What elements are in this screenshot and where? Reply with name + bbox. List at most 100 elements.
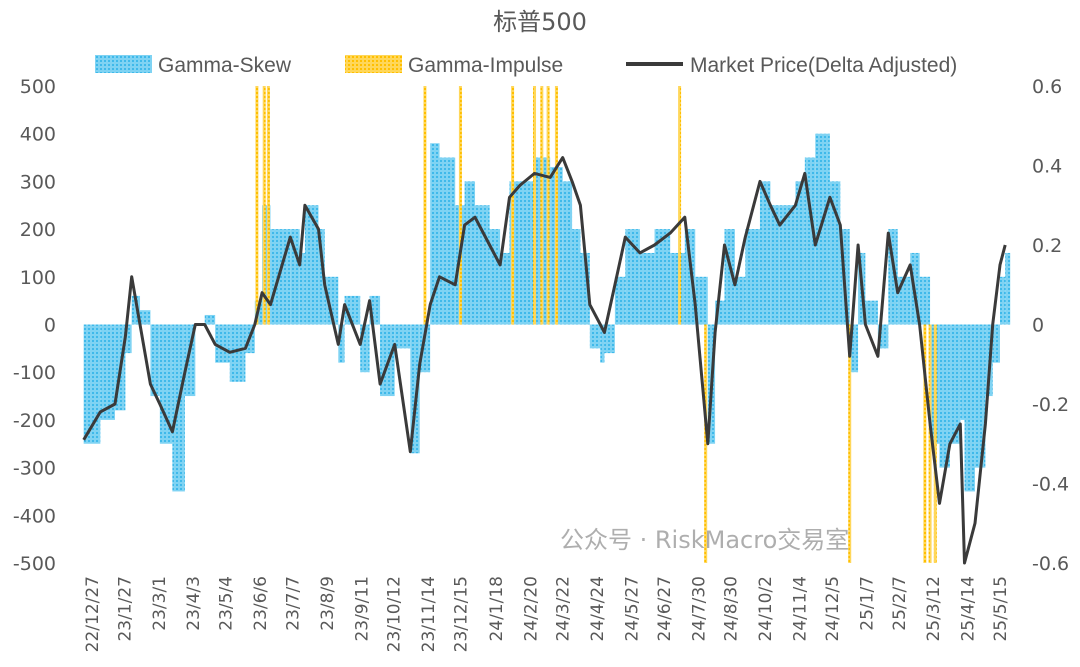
gamma-impulse-bar — [704, 324, 708, 563]
gamma-impulse-bar — [423, 86, 427, 325]
gamma-skew-bar — [430, 143, 440, 325]
gamma-skew-bar — [734, 276, 746, 325]
x-tick-label: 24/10/2 — [756, 576, 776, 642]
left-tick-label: -500 — [13, 553, 56, 575]
gamma-skew-bar — [338, 324, 345, 363]
legend-swatch-gamma-skew — [95, 55, 152, 73]
gamma-skew-bar — [324, 276, 339, 325]
left-tick-label: -300 — [13, 458, 56, 480]
market-price-series — [82, 156, 1007, 565]
gamma-skew-bar — [464, 181, 476, 325]
x-tick-label: 23/8/9 — [318, 576, 338, 631]
x-tick-label: 23/12/15 — [451, 576, 471, 652]
right-tick-label: -0.4 — [1032, 474, 1069, 496]
gamma-impulse-bar — [928, 324, 932, 563]
gamma-impulse-bar — [255, 86, 259, 325]
x-tick-label: 24/7/30 — [689, 576, 709, 642]
gamma-skew-bar — [125, 324, 132, 354]
left-tick-label: 400 — [20, 124, 56, 146]
gamma-skew-bar — [804, 157, 816, 325]
gamma-impulse-bar — [546, 86, 550, 325]
right-tick-label: 0.2 — [1032, 235, 1062, 257]
gamma-skew-bar — [815, 133, 830, 325]
gamma-skew-bar — [150, 324, 160, 397]
gamma-skew-bar — [654, 229, 671, 325]
gamma-skew-bar — [394, 324, 411, 349]
gamma-skew-bar — [829, 181, 841, 325]
gamma-skew-bar — [500, 252, 510, 325]
legend-gamma-skew[interactable]: Gamma-Skew — [95, 54, 292, 77]
gamma-skew-bar — [604, 324, 615, 354]
right-tick-label: -0.6 — [1032, 553, 1069, 575]
gamma-skew-bar — [779, 205, 796, 325]
x-tick-label: 22/12/27 — [83, 576, 103, 652]
left-tick-label: 0 — [44, 315, 56, 337]
gamma-impulse-bar — [678, 86, 682, 325]
gamma-skew-bar — [724, 229, 735, 325]
x-tick-label: 23/11/14 — [419, 576, 439, 652]
legend: Gamma-Skew Gamma-Impulse Market Price(De… — [95, 54, 957, 77]
gamma-skew-bar — [745, 229, 760, 325]
gamma-impulse-bar — [511, 86, 515, 325]
x-tick-label: 24/8/30 — [722, 576, 742, 642]
gamma-impulse-bar — [266, 86, 270, 325]
gamma-skew-bar — [849, 324, 859, 373]
gamma-skew-bar — [299, 252, 305, 325]
x-axis-ticks: 22/12/27 23/1/27 23/3/1 23/4/3 23/5/4 23/6/6 2… — [83, 576, 1011, 652]
gamma-skew-bar — [939, 324, 950, 468]
right-tick-label: 0 — [1032, 315, 1044, 337]
gamma-skew-bar — [304, 205, 319, 325]
x-tick-label: 24/5/27 — [623, 576, 643, 642]
gamma-skew-bar — [919, 276, 931, 325]
gamma-skew-bar — [1005, 252, 1011, 325]
gamma-skew-bar — [562, 181, 573, 325]
x-tick-label: 25/1/7 — [857, 576, 877, 631]
gamma-skew-bar — [290, 229, 300, 325]
right-tick-label: -0.2 — [1032, 394, 1069, 416]
x-tick-label: 25/2/7 — [890, 576, 910, 631]
gamma-skew-bar — [131, 295, 141, 325]
x-tick-label: 23/10/12 — [385, 576, 405, 652]
x-tick-label: 24/12/5 — [823, 576, 843, 642]
legend-gamma-impulse[interactable]: Gamma-Impulse — [345, 54, 563, 77]
watermark: 公众号 · RiskMacro交易室 — [560, 526, 849, 554]
gamma-skew-bar — [229, 324, 246, 382]
gamma-skew-bar — [865, 300, 878, 325]
x-tick-label: 23/4/3 — [184, 576, 204, 631]
gamma-skew-bar — [509, 181, 520, 325]
gamma-skew-bar — [262, 205, 271, 325]
gamma-skew-bar — [614, 276, 626, 325]
x-tick-label: 24/4/24 — [588, 576, 608, 642]
legend-swatch-gamma-impulse — [345, 55, 402, 73]
left-tick-label: 500 — [20, 76, 56, 98]
gamma-skew-bar — [992, 324, 1000, 363]
right-axis-ticks: 0.6 0.4 0.2 0 -0.2 -0.4 -0.6 — [1032, 76, 1069, 575]
left-tick-label: 300 — [20, 171, 56, 193]
market-price-line — [82, 156, 1007, 565]
left-tick-label: -400 — [13, 505, 56, 527]
gamma-skew-bar — [625, 229, 640, 325]
x-tick-label: 23/5/4 — [217, 576, 237, 631]
gamma-skew-bar — [215, 324, 230, 363]
x-tick-label: 24/2/20 — [521, 576, 541, 642]
x-tick-label: 25/5/15 — [991, 576, 1011, 642]
x-tick-label: 24/6/27 — [655, 576, 675, 642]
gamma-skew-bar — [360, 324, 370, 373]
gamma-impulse-bar — [262, 86, 266, 325]
gamma-skew-bar — [419, 324, 431, 373]
right-tick-label: 0.6 — [1032, 76, 1062, 98]
x-tick-label: 24/11/4 — [791, 576, 811, 642]
gamma-skew-bar — [83, 324, 101, 444]
gamma-skew-bar — [439, 157, 456, 325]
gamma-skew-bar — [770, 205, 780, 325]
gamma-skew-bar — [670, 252, 685, 325]
gamma-skew-bar — [1000, 276, 1006, 325]
legend-label: Gamma-Impulse — [408, 54, 563, 77]
legend-market-price[interactable]: Market Price(Delta Adjusted) — [626, 54, 957, 77]
gamma-skew-bar — [600, 324, 605, 363]
gamma-skew-bar — [684, 229, 696, 325]
gamma-skew-bar — [410, 324, 420, 454]
x-tick-label: 24/3/22 — [554, 576, 574, 642]
gamma-skew-bar — [572, 229, 581, 325]
legend-label: Gamma-Skew — [158, 54, 292, 77]
